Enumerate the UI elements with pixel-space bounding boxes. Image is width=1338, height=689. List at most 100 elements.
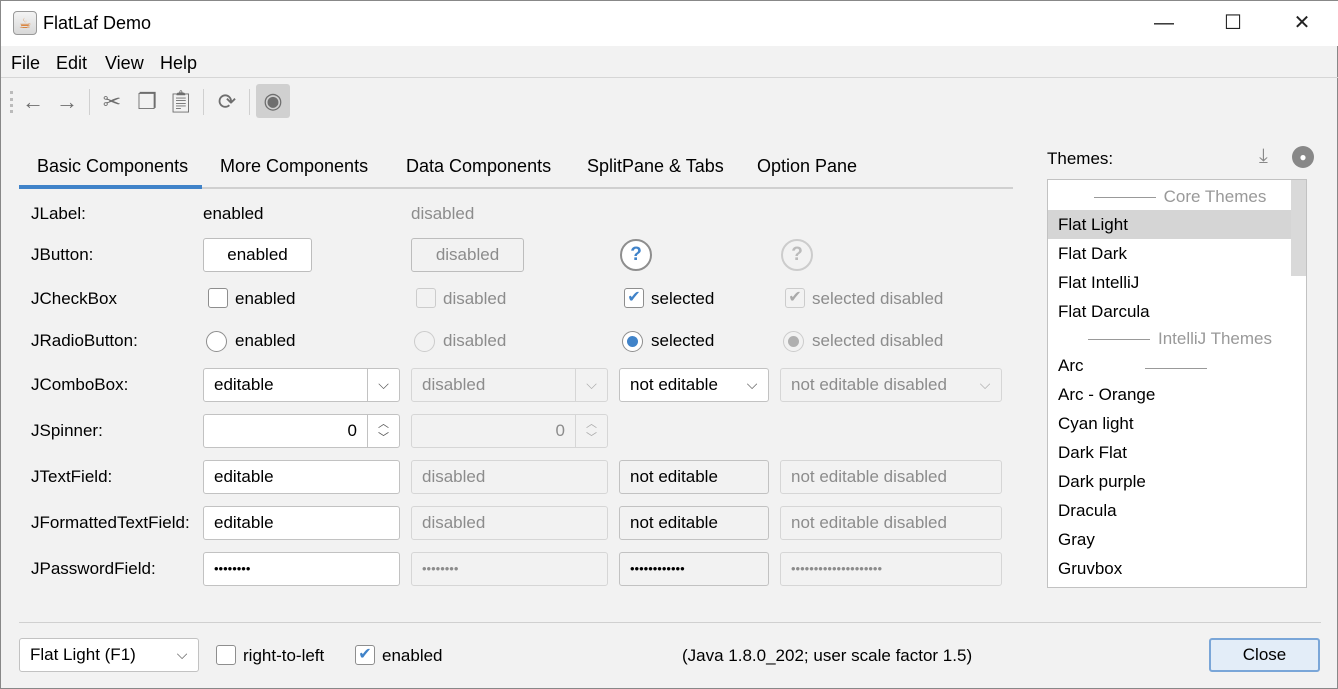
list-item[interactable]: Gruvbox xyxy=(1058,559,1123,578)
spinner-enabled[interactable]: 0 ︿ ﹀ xyxy=(203,414,400,448)
jformattedtextfield-label: JFormattedTextField: xyxy=(31,513,190,532)
refresh-icon[interactable]: ⟳ xyxy=(217,89,237,114)
checkbox-selected-label: selected xyxy=(651,289,715,308)
combo-not-editable-value: not editable xyxy=(630,375,718,394)
right-to-left-checkbox[interactable] xyxy=(216,645,236,665)
spinner-disabled[interactable]: 0 ︿ ﹀ xyxy=(411,414,608,448)
tab-splitpane-tabs[interactable]: SplitPane & Tabs xyxy=(587,156,724,176)
combo-not-editable-disabled[interactable]: not editable disabled ⌵ xyxy=(780,368,1002,402)
chevron-down-icon[interactable]: ⌵ xyxy=(367,369,399,401)
list-item[interactable]: Flat IntelliJ xyxy=(1058,273,1140,292)
checkbox-selected[interactable]: ✔ xyxy=(624,288,644,308)
spinner-arrows-icon[interactable]: ︿ ﹀ xyxy=(367,415,399,447)
list-item[interactable]: Dark Flat xyxy=(1058,443,1127,462)
help-button[interactable]: ? xyxy=(620,239,652,271)
checkbox-selected-disabled[interactable]: ✔ xyxy=(785,288,805,308)
close-window-button[interactable]: ✕ xyxy=(1293,12,1311,34)
enabled-label: enabled xyxy=(382,646,443,665)
toolbar-grip[interactable] xyxy=(10,91,13,113)
password-not-editable[interactable]: •••••••••••• xyxy=(619,552,769,586)
list-item[interactable]: Dracula xyxy=(1058,501,1117,520)
cut-icon[interactable]: ✂ xyxy=(102,89,122,114)
forward-arrow-icon[interactable]: → xyxy=(56,89,78,114)
textfield-not-editable[interactable]: not editable xyxy=(619,460,769,494)
jlabel-label: JLabel: xyxy=(31,204,86,223)
close-button[interactable]: Close xyxy=(1209,638,1320,672)
bottom-separator xyxy=(19,622,1321,623)
list-item[interactable]: Flat Dark xyxy=(1058,244,1127,263)
checkbox-enabled[interactable] xyxy=(208,288,228,308)
window-title: FlatLaf Demo xyxy=(43,13,152,33)
formatted-not-editable-disabled[interactable]: not editable disabled xyxy=(780,506,1002,540)
spinner-value: 0 xyxy=(347,421,357,440)
jspinner-label: JSpinner: xyxy=(31,421,103,440)
list-header-intellij-themes: IntelliJ Themes xyxy=(1048,324,1304,353)
disabled-button[interactable]: disabled xyxy=(411,238,524,272)
formatted-not-editable[interactable]: not editable xyxy=(619,506,769,540)
checkbox-selected-disabled-label: selected disabled xyxy=(812,289,944,308)
paste-icon[interactable]: 📋︎ xyxy=(167,89,195,114)
tab-data-components[interactable]: Data Components xyxy=(406,156,552,176)
back-arrow-icon[interactable]: ← xyxy=(22,89,44,114)
checkbox-disabled[interactable] xyxy=(416,288,436,308)
list-item[interactable]: Cyan light xyxy=(1058,414,1134,433)
chevron-down-icon: ⌵ xyxy=(746,376,758,392)
password-not-editable-disabled[interactable]: •••••••••••••••••••• xyxy=(780,552,1002,586)
textfield-disabled[interactable]: disabled xyxy=(411,460,608,494)
java-cup-icon: ☕ xyxy=(13,11,37,35)
password-editable[interactable]: •••••••• xyxy=(203,552,400,586)
jtextfield-label: JTextField: xyxy=(31,467,113,486)
eye-icon[interactable]: ◉ xyxy=(256,84,290,118)
combo-disabled[interactable]: disabled ⌵ xyxy=(411,368,608,402)
list-item[interactable]: Arc xyxy=(1058,356,1084,375)
menu-file[interactable]: File xyxy=(11,53,41,73)
maximize-button[interactable]: ☐ xyxy=(1224,12,1242,34)
menu-edit[interactable]: Edit xyxy=(56,53,88,73)
help-button-disabled[interactable]: ? xyxy=(781,239,813,271)
github-icon[interactable]: ● xyxy=(1292,146,1314,168)
list-item[interactable]: Flat Light xyxy=(1048,210,1304,239)
formatted-editable[interactable]: editable xyxy=(203,506,400,540)
label-enabled: enabled xyxy=(203,204,264,223)
list-item[interactable]: Arc - Orange xyxy=(1058,385,1156,404)
menu-bar xyxy=(1,46,1338,78)
radio-selected[interactable] xyxy=(622,331,643,352)
chevron-down-icon: ⌵ xyxy=(979,376,991,392)
enabled-checkbox[interactable]: ✔ xyxy=(355,645,375,665)
password-disabled[interactable]: •••••••• xyxy=(411,552,608,586)
list-item[interactable]: Gray xyxy=(1058,530,1095,549)
formatted-disabled[interactable]: disabled xyxy=(411,506,608,540)
toolbar-separator xyxy=(249,89,250,115)
combo-editable[interactable]: editable ⌵ xyxy=(203,368,400,402)
copy-icon[interactable]: ❐ xyxy=(137,89,157,114)
menu-help[interactable]: Help xyxy=(160,53,198,73)
right-to-left-label: right-to-left xyxy=(243,646,325,665)
radio-selected-disabled-label: selected disabled xyxy=(812,331,944,350)
tab-option-pane[interactable]: Option Pane xyxy=(757,156,858,176)
combo-not-editable-disabled-value: not editable disabled xyxy=(791,375,947,394)
radio-selected-disabled[interactable] xyxy=(783,331,804,352)
themes-list[interactable]: Core Themes Flat Light Flat Dark Flat In… xyxy=(1047,179,1307,588)
textfield-not-editable-disabled[interactable]: not editable disabled xyxy=(780,460,1002,494)
themes-label: Themes: xyxy=(1047,149,1114,168)
combo-not-editable[interactable]: not editable ⌵ xyxy=(619,368,769,402)
list-item[interactable]: Dark purple xyxy=(1058,472,1146,491)
menu-view[interactable]: View xyxy=(105,53,144,73)
list-item[interactable]: Flat Darcula xyxy=(1058,302,1150,321)
jcheckbox-label: JCheckBox xyxy=(31,289,117,308)
tab-divider xyxy=(19,187,1013,189)
minimize-button[interactable]: — xyxy=(1154,12,1174,34)
label-disabled: disabled xyxy=(411,204,475,223)
scrollbar-thumb[interactable] xyxy=(1291,180,1306,276)
jcombobox-label: JComboBox: xyxy=(31,375,129,394)
toolbar-separator xyxy=(203,89,204,115)
radio-disabled[interactable] xyxy=(414,331,435,352)
radio-enabled[interactable] xyxy=(206,331,227,352)
textfield-editable[interactable]: editable xyxy=(203,460,400,494)
enabled-button[interactable]: enabled xyxy=(203,238,312,272)
theme-combo[interactable]: Flat Light (F1) ⌵ xyxy=(19,638,199,672)
tab-basic-components[interactable]: Basic Components xyxy=(37,156,189,176)
list-header-core-themes: Core Themes xyxy=(1048,182,1304,211)
download-icon[interactable]: ⤓ xyxy=(1259,145,1268,167)
tab-more-components[interactable]: More Components xyxy=(220,156,369,176)
